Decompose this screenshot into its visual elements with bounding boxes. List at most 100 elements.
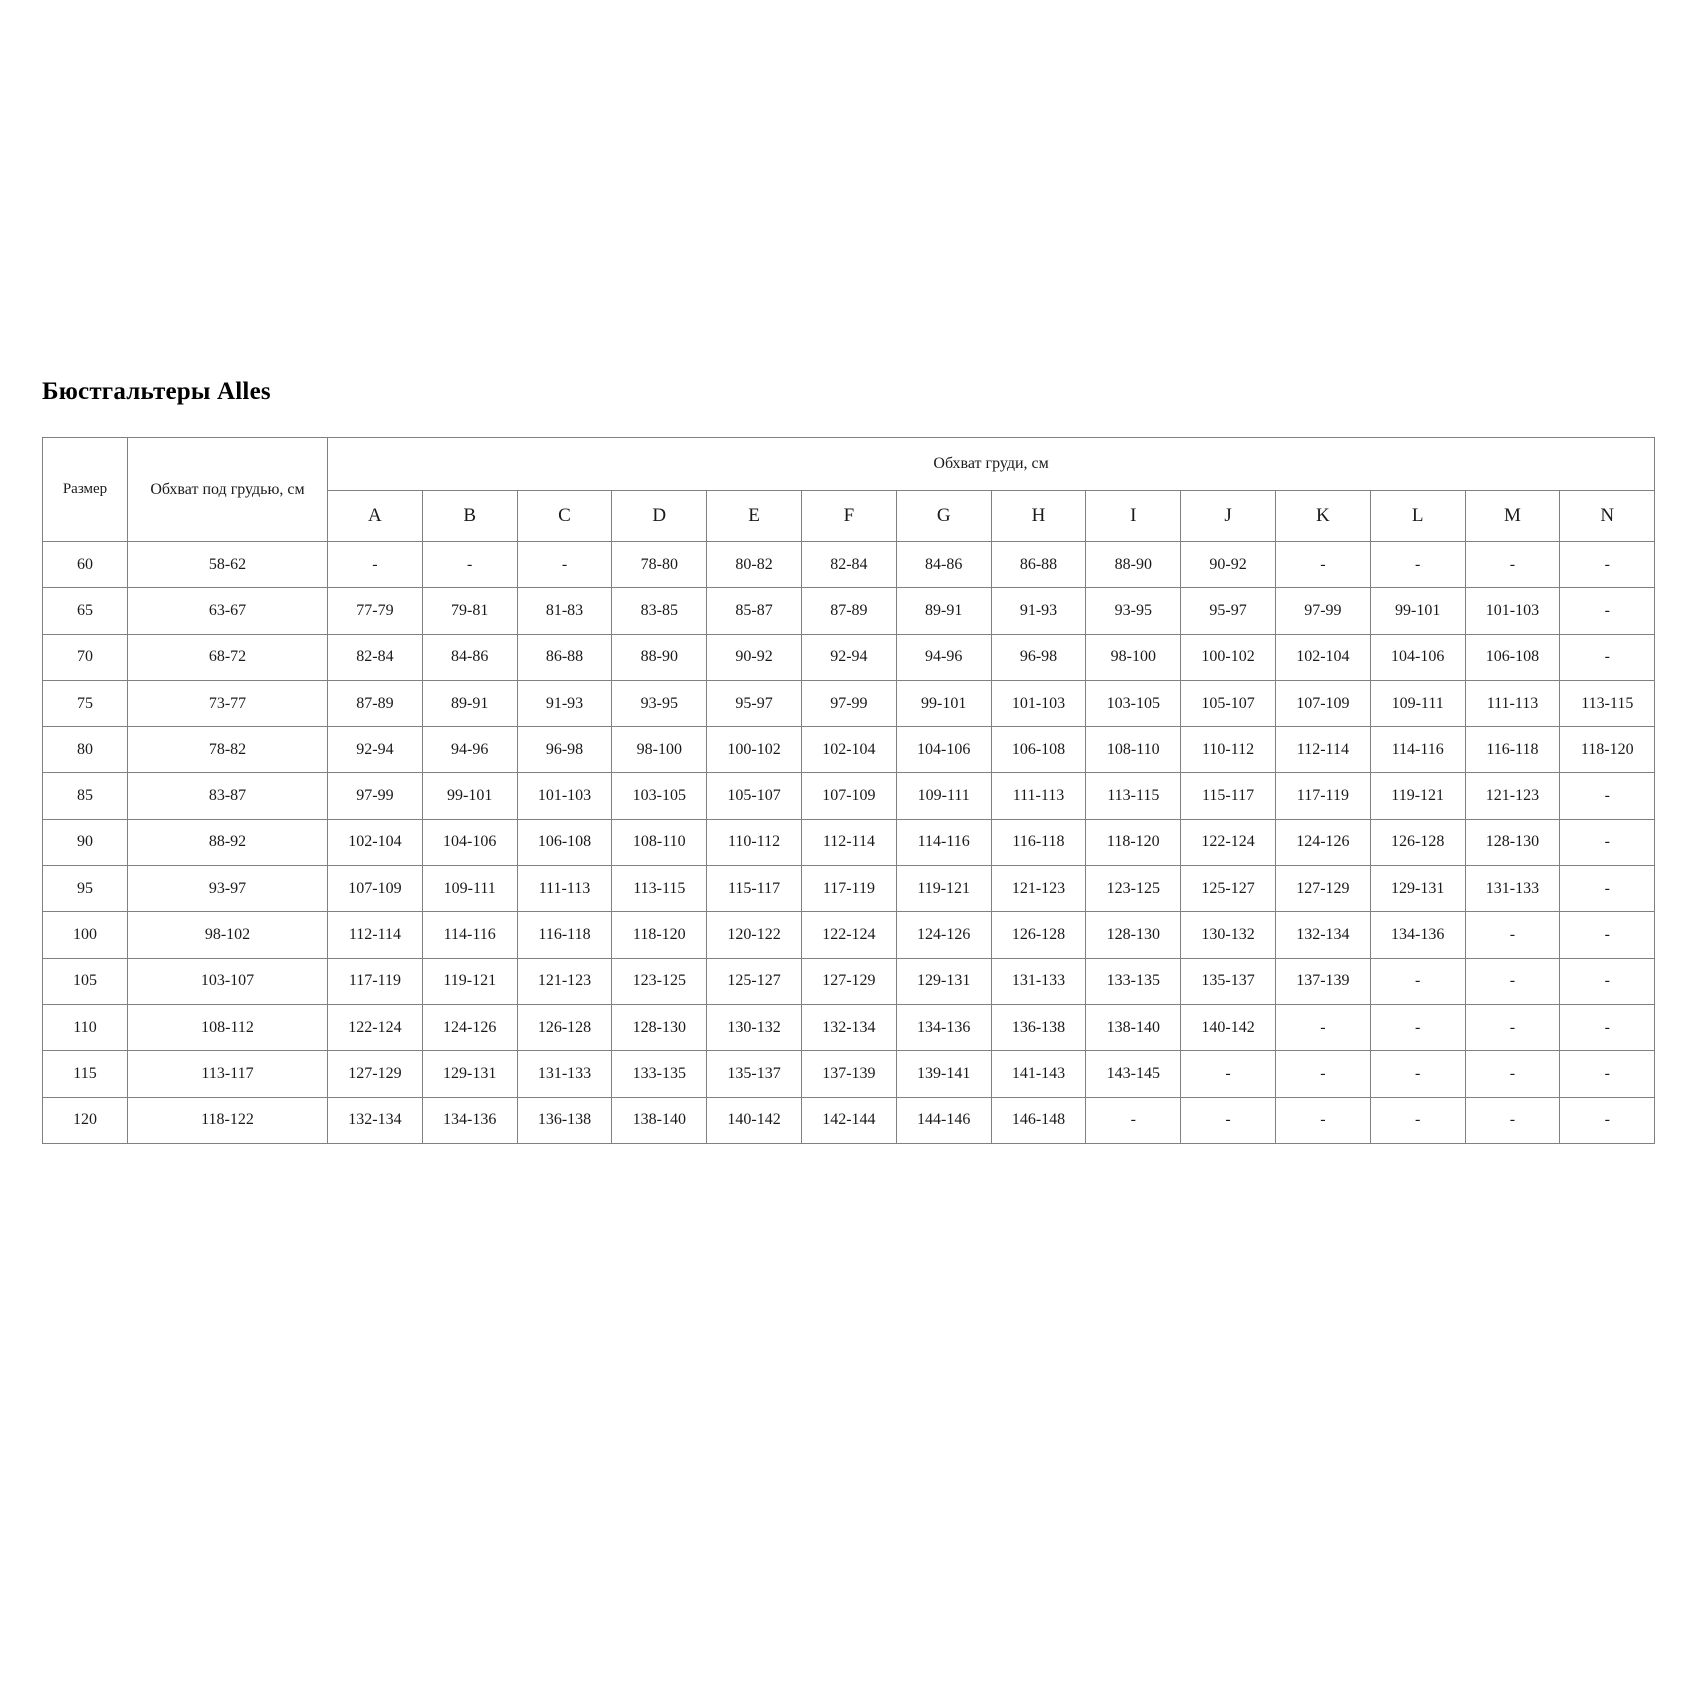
cell-size: 85 [42, 772, 128, 820]
cell-bust-b: 104-106 [421, 818, 518, 867]
cell-bust-c: 116-118 [516, 911, 613, 959]
cell-bust-j: 115-117 [1180, 772, 1276, 820]
cell-bust-m: - [1464, 1003, 1561, 1052]
cell-bust-c: 101-103 [516, 772, 613, 820]
cell-bust-l: 134-136 [1369, 911, 1466, 959]
cell-bust-i: 143-145 [1085, 1050, 1182, 1098]
cell-bust-b: 129-131 [421, 1050, 518, 1098]
cell-bust-l: - [1369, 1003, 1466, 1052]
cell-bust-k: - [1274, 1050, 1371, 1098]
cell-bust-j: 135-137 [1180, 957, 1276, 1005]
cell-bust-f: 142-144 [800, 1096, 897, 1144]
column-header-cup-i: I [1085, 490, 1182, 542]
table-row: 60 58-62- - -78-80 80-82 82-84 84-86 86-88 88-90… [42, 540, 1656, 589]
cell-bust-d: 93-95 [611, 679, 708, 728]
table-row: 120 118-122 132-134 134-136 136-138 138-140 14… [42, 1096, 1656, 1144]
cell-size: 100 [42, 911, 128, 959]
cell-bust-m: - [1464, 540, 1561, 589]
cell-bust-l: - [1369, 1096, 1466, 1144]
cell-bust-c: 136-138 [516, 1096, 613, 1144]
column-header-cup-a: A [327, 490, 423, 542]
cell-bust-m: 128-130 [1464, 818, 1561, 867]
cell-bust-h: 136-138 [990, 1003, 1087, 1052]
cell-bust-i: 108-110 [1085, 726, 1182, 774]
cell-bust-l: 109-111 [1369, 679, 1466, 728]
column-header-cup-h: H [990, 490, 1087, 542]
cell-bust-e: 90-92 [706, 633, 802, 681]
cell-size: 105 [42, 957, 128, 1005]
cell-bust-j: 140-142 [1180, 1003, 1276, 1052]
column-header-cup-l: L [1369, 490, 1466, 542]
cell-bust-g: 89-91 [895, 587, 992, 635]
cell-bust-f: 92-94 [800, 633, 897, 681]
cell-bust-d: 108-110 [611, 818, 708, 867]
cell-bust-e: 110-112 [706, 818, 802, 867]
cell-size: 90 [42, 818, 128, 867]
cell-bust-d: 128-130 [611, 1003, 708, 1052]
cell-bust-h: 101-103 [990, 679, 1087, 728]
column-group-header-bust: Обхват груди, см [326, 437, 1656, 491]
size-chart-container: Размер Обхват под грудью, см Обхват груд… [42, 437, 1656, 1144]
table-row: 115 113-117 127-129 129-131 131-133 133-135 13… [42, 1050, 1656, 1098]
size-chart-table: Размер Обхват под грудью, см Обхват груд… [42, 437, 1656, 1144]
cell-bust-d: 138-140 [611, 1096, 708, 1144]
table-row: 75 73-77 87-89 89-91 91-93 93-95 95-97 97-99 99-… [42, 679, 1656, 728]
cell-size: 60 [42, 540, 128, 589]
cell-bust-a: 117-119 [327, 957, 423, 1005]
cell-bust-f: 87-89 [800, 587, 897, 635]
cell-bust-d: 113-115 [611, 865, 708, 913]
cell-bust-c: 111-113 [516, 865, 613, 913]
cell-bust-e: 85-87 [706, 587, 802, 635]
cell-size: 75 [42, 679, 128, 728]
cell-bust-m: 101-103 [1464, 587, 1561, 635]
cell-bust-f: 127-129 [800, 957, 897, 1005]
cell-bust-f: 97-99 [800, 679, 897, 728]
cell-bust-k: 127-129 [1274, 865, 1371, 913]
cell-bust-h: 121-123 [990, 865, 1087, 913]
cell-bust-c: 131-133 [516, 1050, 613, 1098]
cell-bust-g: 134-136 [895, 1003, 992, 1052]
cell-bust-h: 96-98 [990, 633, 1087, 681]
cell-bust-k: 132-134 [1274, 911, 1371, 959]
cell-underbust: 93-97 [127, 865, 328, 913]
column-header-size: Размер [42, 437, 128, 542]
cell-bust-n: - [1559, 911, 1656, 959]
cell-size: 110 [42, 1003, 128, 1052]
cell-underbust: 68-72 [127, 633, 328, 681]
cell-bust-e: 135-137 [706, 1050, 802, 1098]
cell-bust-i: - [1085, 1096, 1182, 1144]
cell-bust-b: 84-86 [421, 633, 518, 681]
cell-bust-e: 120-122 [706, 911, 802, 959]
page-title: Бюстгальтеры Alles [42, 378, 271, 405]
cell-bust-k: - [1274, 540, 1371, 589]
cell-bust-f: 137-139 [800, 1050, 897, 1098]
cell-bust-m: 131-133 [1464, 865, 1561, 913]
table-row: 110 108-112 122-124 124-126 126-128 128-130 13… [42, 1003, 1656, 1052]
cell-bust-g: 114-116 [895, 818, 992, 867]
cell-bust-j: 105-107 [1180, 679, 1276, 728]
cell-bust-a: 122-124 [327, 1003, 423, 1052]
cell-bust-e: 105-107 [706, 772, 802, 820]
cell-bust-c: - [516, 540, 613, 589]
cell-bust-i: 123-125 [1085, 865, 1182, 913]
column-header-cup-f: F [800, 490, 897, 542]
cell-bust-d: 103-105 [611, 772, 708, 820]
cell-bust-m: 121-123 [1464, 772, 1561, 820]
cell-underbust: 118-122 [127, 1096, 328, 1144]
cell-bust-k: 97-99 [1274, 587, 1371, 635]
column-header-cup-b: B [421, 490, 518, 542]
cell-bust-e: 95-97 [706, 679, 802, 728]
cell-bust-i: 88-90 [1085, 540, 1182, 589]
cell-bust-g: 99-101 [895, 679, 992, 728]
cell-bust-h: 106-108 [990, 726, 1087, 774]
cell-bust-n: 113-115 [1559, 679, 1656, 728]
cell-bust-g: 129-131 [895, 957, 992, 1005]
cell-bust-i: 118-120 [1085, 818, 1182, 867]
cell-bust-g: 119-121 [895, 865, 992, 913]
cell-bust-j: 125-127 [1180, 865, 1276, 913]
cell-bust-k: 137-139 [1274, 957, 1371, 1005]
cell-bust-d: 118-120 [611, 911, 708, 959]
cell-bust-n: - [1559, 587, 1656, 635]
cell-underbust: 63-67 [127, 587, 328, 635]
cell-bust-a: 107-109 [327, 865, 423, 913]
